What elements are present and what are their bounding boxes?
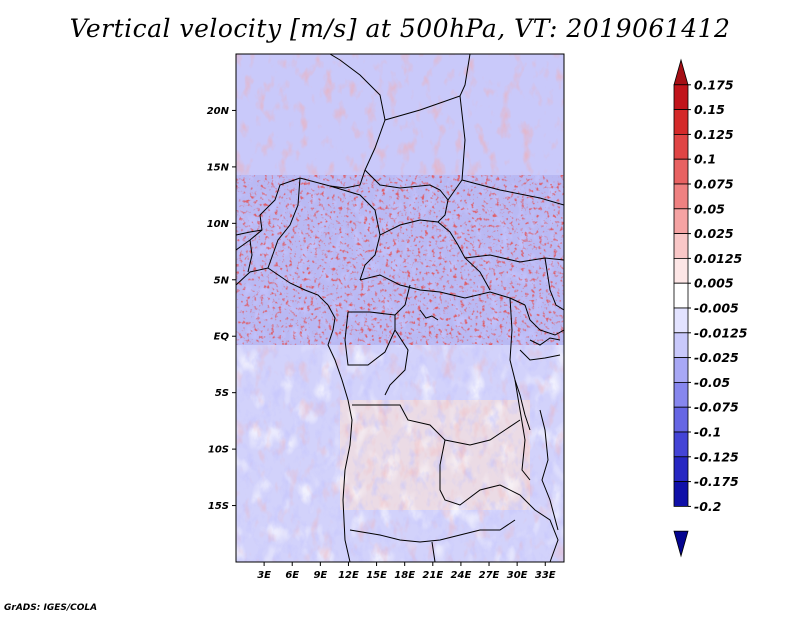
colorbar-swatch — [673, 257, 689, 284]
colorbar-label: 0.15 — [694, 102, 725, 117]
colorbar-label: -0.175 — [694, 474, 739, 489]
colorbar-label: -0.0125 — [694, 325, 748, 340]
lon-tick-label: 24E — [451, 570, 472, 581]
colorbar: 0.175 0.15 0.125 0.1 0.075 0.05 0.025 0.0125 0.0… — [673, 58, 748, 558]
lat-tick-label: 5S — [215, 388, 229, 399]
colorbar-swatch — [673, 332, 689, 358]
colorbar-label: 0.175 — [694, 77, 734, 92]
lon-tick-label: 15E — [366, 570, 387, 581]
lon-tick-label: 18E — [394, 570, 415, 581]
colorbar-label: 0.025 — [694, 226, 734, 241]
colorbar-label: -0.075 — [694, 400, 739, 415]
lat-tick-label: 10S — [208, 445, 229, 456]
colorbar-swatch — [673, 381, 689, 408]
colorbar-swatch — [673, 183, 689, 210]
colorbar-swatch — [673, 133, 689, 160]
grads-credit: GrADS: IGES/COLA — [4, 603, 98, 613]
colorbar-label: 0.005 — [694, 276, 734, 291]
lat-tick-label: 5N — [214, 275, 230, 286]
colorbar-swatch — [673, 530, 689, 558]
map-frame — [235, 53, 565, 563]
lon-tick-label: 33E — [535, 570, 556, 581]
colorbar-label: 0.05 — [694, 201, 725, 216]
colorbar-swatch — [673, 233, 689, 259]
lat-tick-label: 10N — [207, 219, 230, 230]
lon-tick-label: 30E — [507, 570, 528, 581]
colorbar-swatch — [673, 357, 689, 383]
colorbar-label: -0.2 — [694, 499, 721, 514]
colorbar-label: 0.075 — [694, 177, 734, 192]
colorbar-label: 0.0125 — [694, 251, 743, 266]
colorbar-label: -0.1 — [694, 425, 721, 440]
lon-tick-label: 27E — [479, 570, 500, 581]
longitude-axis: 3E 6E 9E 12E 15E 18E 21E 24E 27E 30E 33E — [257, 562, 556, 581]
lat-tick-label: 15N — [207, 162, 230, 173]
colorbar-swatch — [673, 406, 689, 433]
lon-tick-label: 3E — [257, 570, 271, 581]
colorbar-label: 0.1 — [694, 152, 716, 167]
colorbar-label: -0.05 — [694, 375, 730, 390]
colorbar-swatch — [673, 58, 689, 86]
latitude-axis: 20N 15N 10N 5N EQ 5S 10S 15S — [207, 106, 236, 512]
colorbar-swatch — [673, 109, 689, 135]
lon-tick-label: 9E — [313, 570, 327, 581]
colorbar-label: 0.125 — [694, 127, 734, 142]
colorbar-label: -0.005 — [694, 301, 739, 316]
colorbar-swatch — [673, 84, 689, 111]
colorbar-swatch — [673, 431, 689, 458]
lon-tick-label: 6E — [285, 570, 299, 581]
colorbar-label: -0.125 — [694, 449, 739, 464]
map-title: Vertical velocity [m/s] at 500hPa, VT: 2… — [69, 14, 731, 43]
lat-tick-label: 20N — [207, 106, 230, 117]
colorbar-swatch — [673, 282, 689, 309]
colorbar-label: -0.025 — [694, 350, 739, 365]
colorbar-swatch — [673, 456, 689, 482]
velocity-field — [236, 54, 564, 562]
lat-tick-label: EQ — [214, 332, 230, 343]
lat-tick-label: 15S — [208, 501, 229, 512]
colorbar-swatch — [673, 307, 689, 334]
country-boundaries — [236, 54, 564, 562]
lon-tick-label: 21E — [422, 570, 443, 581]
colorbar-swatch — [673, 208, 689, 235]
colorbar-swatch — [673, 481, 689, 507]
lon-tick-label: 12E — [338, 570, 359, 581]
colorbar-swatch — [673, 158, 689, 185]
